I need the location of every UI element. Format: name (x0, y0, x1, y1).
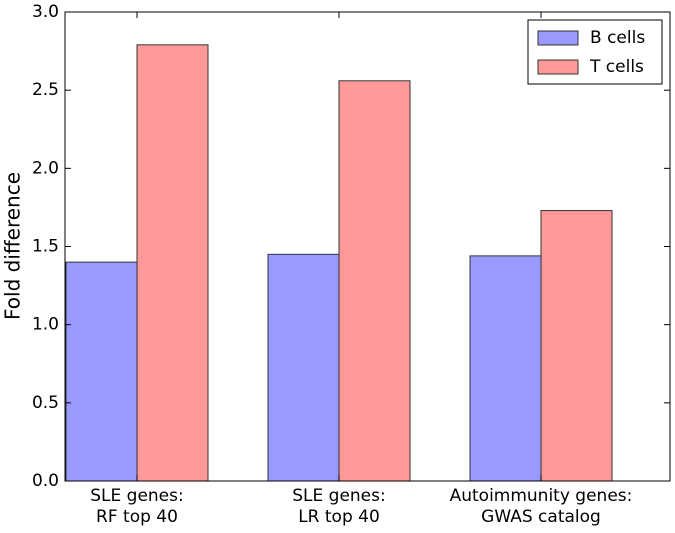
x-tick-label: Autoimmunity genes: (450, 486, 633, 506)
y-tick-label: 2.0 (32, 158, 59, 178)
y-tick-label: 0.5 (32, 393, 59, 413)
y-tick-label: 1.0 (32, 315, 59, 335)
legend-swatch (537, 59, 579, 75)
x-tick-label: RF top 40 (96, 507, 178, 527)
legend-label: B cells (590, 28, 645, 48)
plot-frame (64, 11, 671, 482)
legend-swatch (537, 30, 579, 46)
y-tick-label: 3.0 (32, 2, 59, 22)
x-tick-label: SLE genes: (90, 486, 183, 506)
legend-label: T cells (589, 57, 644, 77)
bar (267, 253, 340, 482)
bar (469, 255, 542, 482)
y-tick-label: 1.5 (32, 237, 59, 257)
x-tick-label: GWAS catalog (481, 507, 601, 527)
y-axis-label: Fold difference (1, 172, 25, 320)
x-tick-label: LR top 40 (298, 507, 380, 527)
bar (540, 210, 613, 482)
x-tick-label: SLE genes: (292, 486, 385, 506)
bar (338, 80, 411, 482)
y-tick-label: 2.5 (32, 80, 59, 100)
bar (65, 261, 138, 482)
bar (136, 44, 209, 482)
y-tick-label: 0.0 (32, 471, 59, 491)
